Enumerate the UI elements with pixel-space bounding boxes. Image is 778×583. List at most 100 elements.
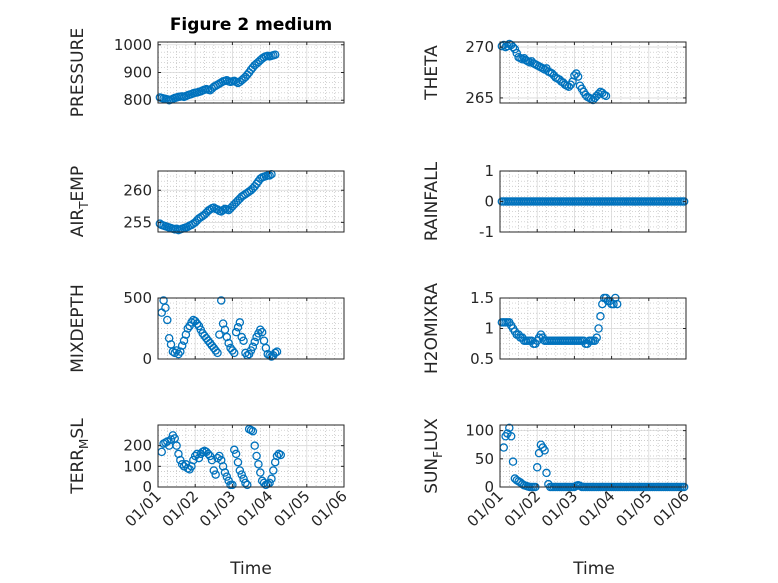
data-point — [272, 451, 282, 461]
data-point — [239, 474, 248, 483]
data-point — [243, 480, 252, 490]
x-tick-label: 01/06 — [650, 487, 693, 530]
data-point — [233, 323, 243, 332]
x-tick-label: 01/05 — [612, 487, 655, 530]
y-tick-label: 0.5 — [470, 350, 494, 368]
axes-box — [157, 297, 345, 360]
x-tick-label: 01/02 — [501, 487, 544, 530]
data-point — [270, 348, 280, 358]
data-point — [250, 337, 259, 347]
data-point — [235, 466, 245, 475]
y-axis-label: PRESSURE — [68, 28, 88, 117]
x-tick-label: 01/03 — [196, 487, 239, 530]
subplot-theta: 265 270 THETA — [422, 38, 687, 107]
x-tick-label: 01/03 — [538, 487, 581, 530]
data-point — [228, 480, 237, 490]
data-point — [230, 348, 239, 358]
y-axis-label: RAINFALL — [422, 161, 442, 241]
axes-box — [157, 170, 345, 233]
data-point — [252, 451, 261, 461]
y-tick-label: 1.5 — [470, 289, 494, 307]
subplot-air_temp: 255 260 AIRTEMP — [68, 166, 345, 237]
x-tick-label: 01/05 — [270, 487, 313, 530]
figure-title: Figure 2 medium — [170, 15, 332, 35]
data-point — [233, 457, 243, 467]
data-point — [256, 325, 265, 334]
data-point — [192, 449, 202, 459]
y-tick-label: 255 — [123, 213, 152, 231]
data-point — [248, 426, 258, 436]
x-tick-label: 01/04 — [575, 487, 618, 530]
data-point — [259, 478, 269, 488]
data-point — [269, 466, 278, 475]
y-tick-label: 0 — [142, 478, 152, 496]
data-point — [222, 472, 232, 481]
data-point — [250, 441, 259, 450]
x-label-left: Time — [229, 559, 272, 579]
data-point — [235, 318, 245, 327]
data-point — [237, 470, 246, 479]
data-point — [592, 333, 601, 342]
data-point — [573, 72, 583, 81]
data-point — [570, 71, 579, 80]
data-point — [256, 468, 265, 477]
data-point — [231, 77, 241, 87]
data-point — [239, 336, 248, 345]
subplot-pressure: 800 900 1000 PRESSURE — [68, 28, 345, 117]
data-point — [241, 478, 250, 488]
data-point — [189, 455, 198, 465]
data-point — [230, 445, 239, 455]
data-point — [174, 349, 183, 359]
y-tick-label: 500 — [123, 289, 152, 307]
axes-box — [499, 424, 687, 488]
y-tick-label: 270 — [465, 38, 494, 56]
data-point — [213, 348, 222, 358]
data-point — [205, 451, 215, 461]
y-tick-label: 0 — [142, 350, 152, 368]
y-tick-label: 800 — [123, 91, 152, 109]
y-axis-label: H2OMIXRA — [422, 283, 442, 374]
data-point — [172, 441, 181, 450]
x-label-right: Time — [572, 559, 615, 579]
y-axis-label: AIRTEMP — [68, 166, 91, 237]
y-tick-label: 0 — [484, 478, 494, 496]
y-tick-label: 260 — [123, 181, 152, 199]
subplot-mixdepth: 0 500 MIXDEPTH — [68, 284, 345, 373]
data-point — [270, 50, 280, 60]
y-tick-label: -1 — [479, 223, 494, 241]
data-point — [510, 44, 520, 54]
y-tick-label: 900 — [123, 64, 152, 82]
data-point — [215, 330, 224, 339]
data-point — [505, 423, 514, 433]
axes-box — [499, 41, 687, 104]
data-point — [177, 460, 187, 469]
data-point — [161, 303, 170, 313]
subplot-sun_flux: 05010001/0101/0201/0301/0401/0501/06SUNF… — [422, 418, 693, 531]
data-point — [679, 197, 689, 206]
data-point — [218, 205, 228, 215]
data-point — [211, 346, 220, 355]
data-point — [254, 460, 263, 469]
data-point — [231, 449, 241, 459]
data-point — [612, 299, 622, 309]
data-point — [216, 296, 226, 305]
data-point — [594, 89, 603, 99]
data-point — [267, 474, 276, 483]
y-tick-label: 50 — [475, 450, 494, 468]
subplot-h2omixra: 0.5 1 1.5 H2OMIXRA — [422, 283, 687, 374]
data-point — [176, 455, 185, 465]
x-tick-label: 01/02 — [159, 487, 202, 530]
data-point — [506, 432, 516, 441]
subplot-rainfall: -1 0 1 RAINFALL — [422, 161, 689, 241]
data-point — [276, 450, 286, 460]
data-point — [540, 446, 549, 455]
y-tick-label: 1000 — [114, 36, 152, 54]
data-point — [248, 342, 258, 352]
y-tick-label: 265 — [465, 89, 494, 107]
data-point — [594, 324, 603, 333]
y-axis-label: TERRMSL — [68, 418, 91, 495]
y-tick-label: 100 — [465, 422, 494, 440]
y-tick-label: 200 — [123, 437, 152, 455]
